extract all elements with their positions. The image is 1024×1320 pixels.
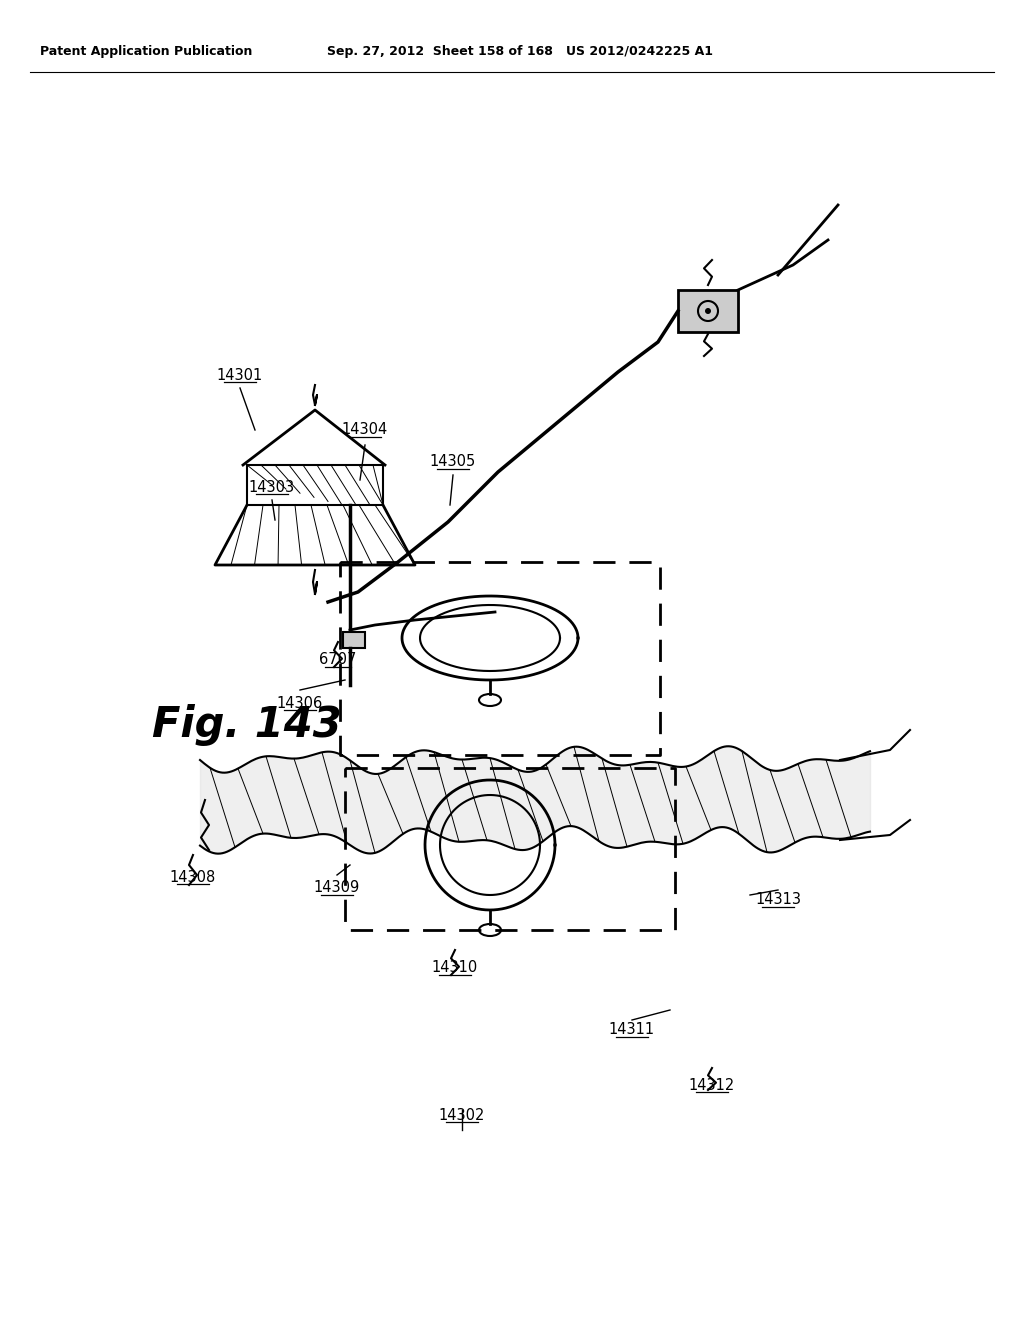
Text: 14303: 14303 [249, 479, 295, 495]
Text: Patent Application Publication: Patent Application Publication [40, 45, 252, 58]
Text: 14306: 14306 [276, 696, 324, 710]
Text: Fig. 143: Fig. 143 [152, 704, 342, 746]
Text: 14305: 14305 [430, 454, 476, 470]
Text: 6707: 6707 [319, 652, 356, 668]
Text: 14311: 14311 [609, 1023, 655, 1038]
Text: 14308: 14308 [170, 870, 216, 884]
Text: 14310: 14310 [432, 961, 478, 975]
Text: 14312: 14312 [689, 1077, 735, 1093]
Text: Sep. 27, 2012  Sheet 158 of 168   US 2012/0242225 A1: Sep. 27, 2012 Sheet 158 of 168 US 2012/0… [327, 45, 713, 58]
Text: 14302: 14302 [439, 1107, 485, 1122]
Bar [678, 290, 738, 333]
Bar [343, 632, 365, 648]
Text: 14313: 14313 [755, 892, 801, 908]
Text: 14309: 14309 [314, 880, 360, 895]
Text: 14304: 14304 [342, 422, 388, 437]
Circle shape [705, 308, 711, 314]
Text: 14301: 14301 [217, 367, 263, 383]
